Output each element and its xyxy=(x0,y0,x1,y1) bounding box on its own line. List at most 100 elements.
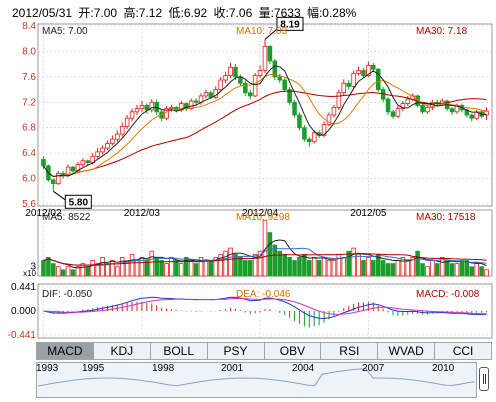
tab-psy[interactable]: PSY xyxy=(208,343,265,359)
tab-obv[interactable]: OBV xyxy=(265,343,322,359)
tab-kdj[interactable]: KDJ xyxy=(94,343,151,359)
price-x-tick: 2012/04 xyxy=(242,208,279,219)
tab-macd[interactable]: MACD xyxy=(37,343,94,359)
quote-volume: 量:7633 xyxy=(258,6,301,20)
candle-body xyxy=(346,82,351,87)
tab-rsi[interactable]: RSI xyxy=(321,343,379,359)
volume-bar xyxy=(154,256,159,277)
volume-bar xyxy=(439,256,445,277)
volume-bar xyxy=(95,263,100,277)
volume-bar xyxy=(243,260,248,277)
volume-bar xyxy=(51,263,56,277)
candle-body xyxy=(395,108,401,117)
candle-body xyxy=(203,92,209,97)
candle-body xyxy=(55,173,61,185)
candle-body xyxy=(252,75,258,97)
candle-body xyxy=(425,106,430,113)
volume-bar xyxy=(321,256,327,277)
volume-bar xyxy=(484,269,489,277)
timeline-year: 1995 xyxy=(82,363,105,374)
candle-body xyxy=(233,66,238,78)
volume-bar xyxy=(60,269,66,277)
candle-body xyxy=(336,92,342,108)
quote-header: 2012/05/31 开:7.00 高:7.12 低:6.92 收:7.06 量… xyxy=(12,4,359,21)
tab-cci[interactable]: CCI xyxy=(452,344,474,358)
candle-body xyxy=(134,108,140,113)
candle-body xyxy=(124,117,130,127)
volume-bar xyxy=(449,263,455,277)
volume-bar xyxy=(400,256,406,277)
candle-body xyxy=(228,66,233,76)
candle-body xyxy=(375,68,381,90)
volume-bar xyxy=(188,260,194,277)
volume-ma5-label: MA5: 8522 xyxy=(42,212,91,223)
volume-ma10-label: MA10: 9298 xyxy=(236,212,290,223)
candle-body xyxy=(331,106,337,116)
macd-y-tick: -0.441 xyxy=(8,330,37,341)
price-ma5-line xyxy=(43,65,487,178)
volume-bar xyxy=(410,256,415,277)
price-x-tick: 2012/02 xyxy=(25,208,62,219)
candle-body xyxy=(385,98,391,113)
timeline-year: 1993 xyxy=(36,363,59,374)
price-y-tick: 8.4 xyxy=(22,21,36,32)
candle-body xyxy=(51,179,56,185)
volume-bar xyxy=(203,260,209,277)
candle-body xyxy=(287,89,292,103)
candle-body xyxy=(371,65,376,70)
volume-bar xyxy=(454,263,460,277)
candle-body xyxy=(223,75,228,81)
quote-high: 高:7.12 xyxy=(123,6,163,20)
tab-boll[interactable]: BOLL xyxy=(151,343,208,359)
volume-bar xyxy=(252,253,258,277)
quote-open: 开:7.00 xyxy=(78,6,118,20)
volume-bar xyxy=(115,266,120,277)
candle-body xyxy=(257,70,263,76)
volume-bar xyxy=(311,256,317,277)
volume-bar xyxy=(272,244,278,277)
candle-body xyxy=(390,111,396,117)
candle-body xyxy=(80,160,86,165)
timeline-year: 1998 xyxy=(152,363,175,374)
peak-label: 8.19 xyxy=(280,19,300,30)
macd-dif-label: DIF: -0.050 xyxy=(42,289,93,300)
volume-bar xyxy=(316,260,322,277)
candle-body xyxy=(262,45,268,71)
volume-bar xyxy=(444,260,450,277)
volume-bar xyxy=(223,250,228,277)
candle-body xyxy=(149,101,155,111)
price-y-tick: 5.6 xyxy=(22,199,36,210)
quote-change: 幅:0.28% xyxy=(306,6,357,20)
volume-bar xyxy=(149,250,155,277)
macd-y-tick: 0.000 xyxy=(11,306,36,317)
volume-bar xyxy=(238,256,243,277)
volume-bar xyxy=(267,232,273,277)
macd-dif-line xyxy=(43,296,487,320)
price-y-tick: 8.0 xyxy=(22,46,36,57)
candle-body xyxy=(469,114,475,119)
volume-bar xyxy=(100,256,105,277)
volume-bar xyxy=(371,260,376,277)
candle-body xyxy=(85,160,91,164)
volume-bar xyxy=(385,263,391,277)
tab-wvad[interactable]: WVAD xyxy=(378,343,436,359)
timeline-year: 2010 xyxy=(432,363,455,374)
volume-bar xyxy=(129,253,135,277)
volume-bar xyxy=(144,260,150,277)
candle-body xyxy=(243,82,248,94)
candle-body xyxy=(326,114,332,125)
price-y-tick: 7.2 xyxy=(22,97,36,108)
price-ma5-label: MA5: 7.00 xyxy=(42,26,88,37)
price-y-tick: 7.6 xyxy=(22,72,36,83)
volume-bar xyxy=(169,256,174,277)
candle-body xyxy=(75,164,81,172)
timeline-year: 2001 xyxy=(221,363,244,374)
volume-bar xyxy=(183,256,189,277)
timeline-year: 2004 xyxy=(292,363,315,374)
volume-bar xyxy=(282,253,287,277)
timeline-range-handle[interactable] xyxy=(479,367,489,391)
peak-label-box xyxy=(276,16,304,31)
candle-body xyxy=(154,101,159,113)
volume-bar xyxy=(346,250,351,277)
